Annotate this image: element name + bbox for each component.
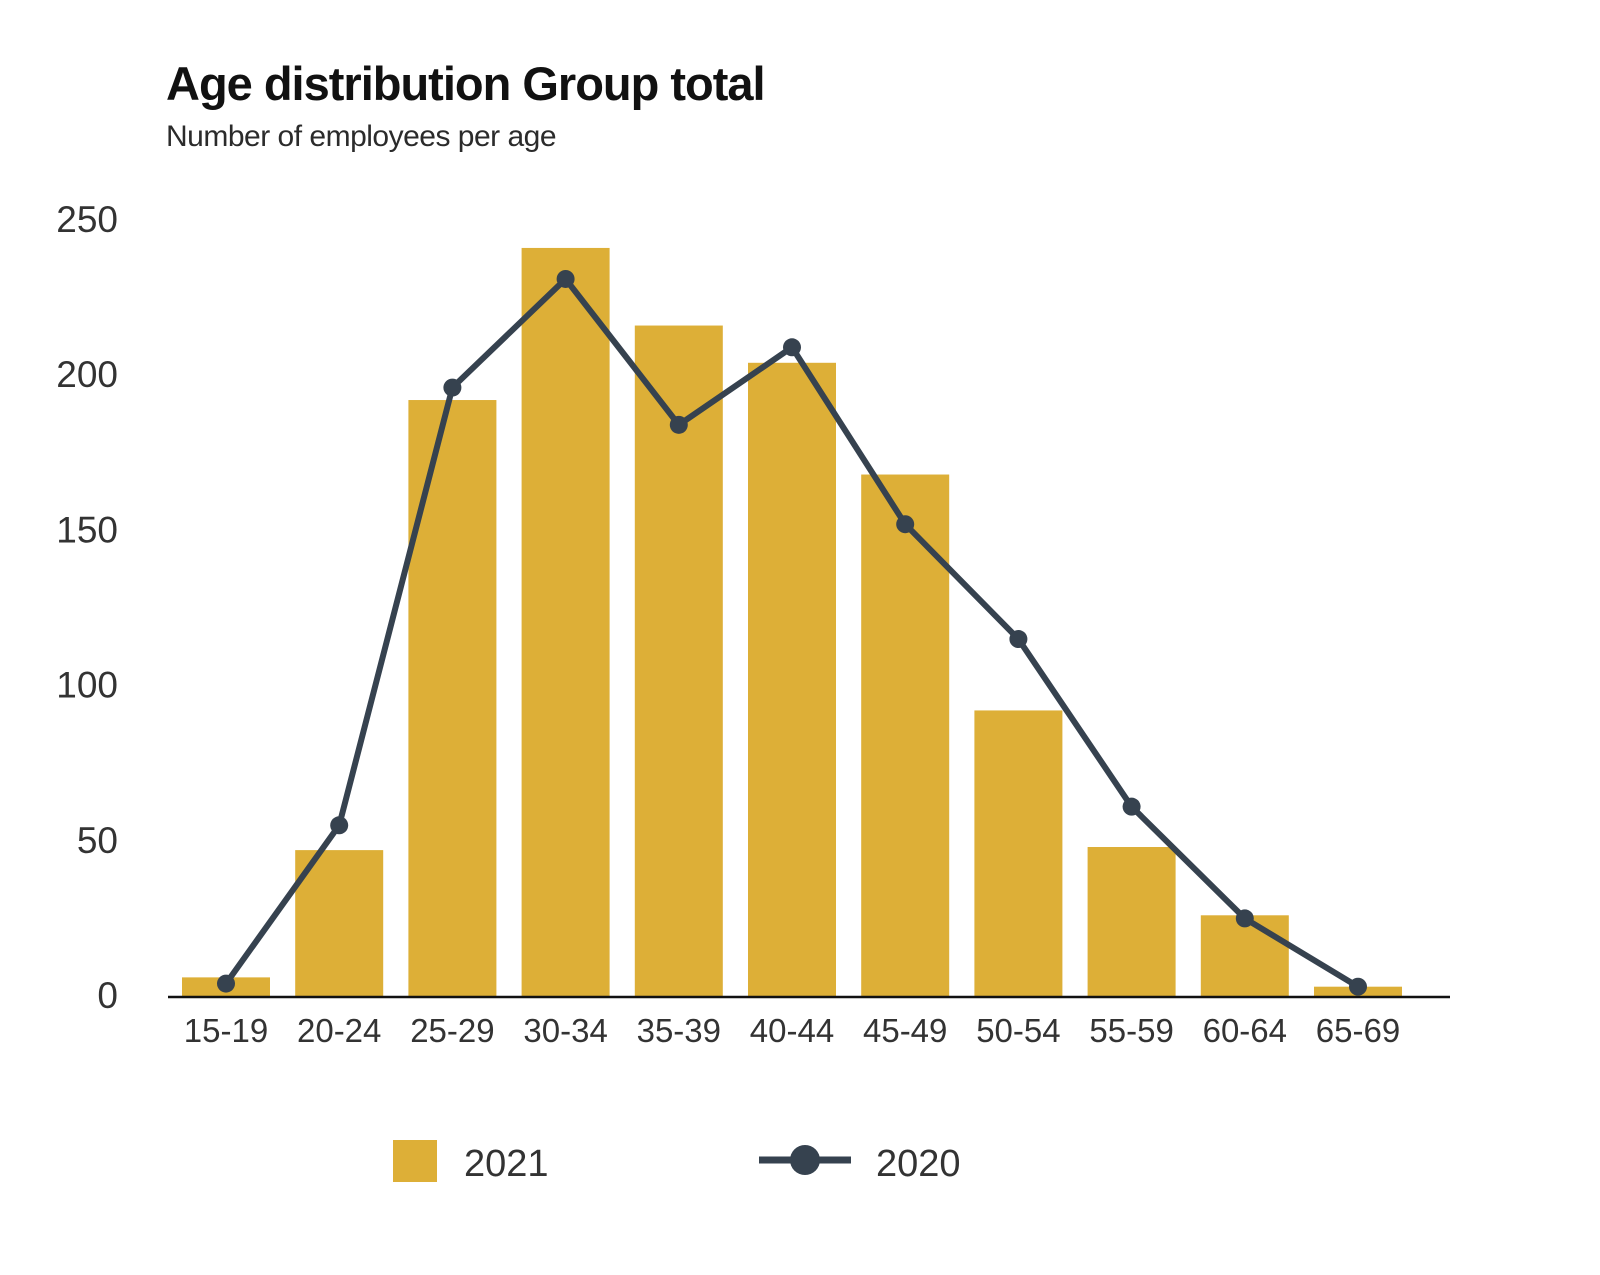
x-tick-label: 35-39 (637, 1012, 721, 1049)
point-2020-40-44 (783, 338, 801, 357)
legend-label-2020: 2020 (876, 1143, 961, 1185)
legend-marker-2020 (790, 1145, 820, 1175)
bar-2021-25-29 (408, 400, 497, 997)
x-tick-label: 30-34 (523, 1012, 607, 1049)
bar-2021-40-44 (748, 362, 836, 996)
x-tick-label: 15-19 (184, 1012, 268, 1049)
x-tick-label: 40-44 (750, 1012, 834, 1049)
x-axis-ticks: 15-19 20-24 25-29 30-34 35-39 40-44 45-49 50-54… (184, 1012, 1400, 1049)
bar-2021-20-24 (295, 850, 384, 996)
point-2020-25-29 (443, 378, 462, 397)
point-2020-55-59 (1122, 797, 1141, 816)
x-tick-label: 60-64 (1203, 1012, 1287, 1049)
y-tick-label: 150 (56, 509, 118, 550)
x-tick-label: 50-54 (976, 1012, 1060, 1049)
point-2020-20-24 (330, 816, 349, 835)
bar-2021-45-49 (861, 474, 950, 996)
legend-swatch-2021 (393, 1140, 437, 1182)
legend-label-2021: 2021 (464, 1143, 549, 1185)
y-tick-label: 0 (97, 975, 118, 1016)
x-tick-label: 45-49 (863, 1012, 947, 1049)
point-2020-30-34 (556, 269, 575, 288)
bar-2021-50-54 (974, 710, 1063, 996)
bar-2021-55-59 (1087, 847, 1176, 996)
point-2020-50-54 (1009, 630, 1028, 649)
x-tick-label: 55-59 (1089, 1012, 1173, 1049)
y-axis-ticks: 0 50 100 150 200 250 (56, 199, 118, 1016)
y-tick-label: 100 (56, 665, 118, 706)
x-tick-label: 20-24 (297, 1012, 381, 1049)
y-tick-label: 50 (77, 820, 118, 861)
bar-2021-35-39 (634, 325, 723, 996)
point-2020-65-69 (1349, 977, 1367, 996)
x-tick-label: 65-69 (1316, 1012, 1400, 1049)
x-tick-label: 25-29 (410, 1012, 494, 1049)
bar-2021-60-64 (1200, 915, 1289, 996)
chart-title: Age distribution Group total (166, 57, 766, 110)
chart-subtitle: Number of employees per age (166, 120, 557, 153)
y-tick-label: 200 (56, 354, 118, 395)
point-2020-15-19 (217, 974, 235, 993)
point-2020-45-49 (896, 515, 915, 534)
y-tick-label: 250 (56, 199, 118, 240)
point-2020-60-64 (1235, 909, 1254, 928)
bars-2021 (182, 247, 1402, 997)
bar-2021-30-34 (521, 247, 610, 996)
point-2020-35-39 (669, 415, 688, 434)
legend: 2021 2020 (393, 1140, 961, 1185)
line-2020 (217, 269, 1367, 996)
